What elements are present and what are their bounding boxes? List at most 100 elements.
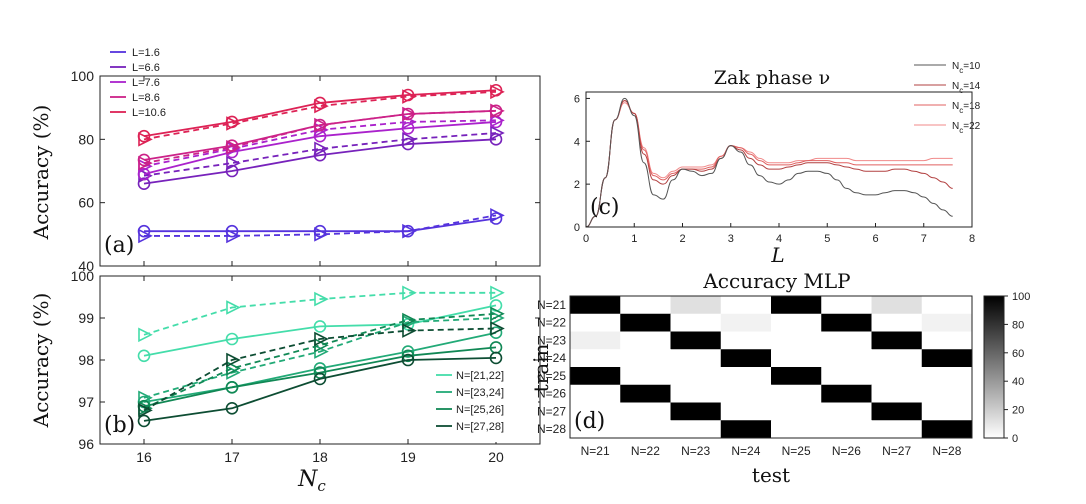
a-series-4-solid-point	[401, 88, 415, 102]
heatmap-cell	[570, 313, 621, 332]
heatmap-cell	[821, 296, 872, 315]
b-xtick-label: 16	[136, 449, 152, 465]
a-series-4-dashed-line	[143, 90, 497, 141]
heatmap-col-label: N=21	[581, 444, 610, 458]
b-xtick-label: 17	[224, 449, 240, 465]
panel-b-ylabel: Accuracy (%)	[29, 293, 53, 429]
a-series-3-solid-point	[225, 139, 239, 152]
heatmap-cell	[821, 384, 872, 403]
c-xtick-label: 7	[921, 233, 927, 245]
panel-d-chart: Accuracy MLP N=21 N=22 N=23 N=24 N=25 N=26 N=2…	[529, 269, 1030, 487]
heatmap-cell	[570, 367, 621, 386]
b-series-1-solid-line	[143, 331, 497, 403]
panel-a-label: (a)	[104, 233, 134, 258]
c-xtick-label: 6	[872, 233, 878, 245]
c-series-line	[585, 97, 953, 228]
heatmap-cell	[921, 367, 973, 386]
b-series-0-dashed-point	[314, 291, 329, 307]
colorbar-tick-label: 60	[1012, 348, 1024, 360]
colorbar	[983, 295, 1005, 439]
a-series-0-dashed-point	[138, 228, 153, 244]
c-ytick-label: 4	[574, 136, 580, 148]
a-series-1-solid-point	[137, 177, 151, 190]
heatmap-cell	[620, 313, 671, 332]
c-xtick-label: 2	[679, 233, 685, 245]
heatmap-cell	[871, 420, 923, 439]
b-legend-bg	[430, 366, 538, 442]
b-series-2-dashed-point	[226, 361, 241, 376]
legend-label: L=10.6	[132, 107, 166, 119]
b-series-0-dashed-line	[143, 291, 496, 336]
a-series-0-dashed-point	[226, 228, 241, 244]
a-ytick-label: 100	[71, 68, 95, 84]
heatmap-row-label: N=25	[537, 369, 566, 383]
a-series-1-dashed-point	[402, 132, 417, 147]
a-ytick-label: 60	[78, 195, 94, 211]
panel-d-frame	[569, 295, 973, 439]
a-series-1-solid-point	[489, 133, 503, 146]
b-series-3-dashed-point	[226, 352, 241, 368]
c-legend-label: Nc=18	[952, 101, 981, 115]
panel-d-label: (d)	[574, 409, 605, 434]
a-series-3-solid-point	[401, 107, 415, 121]
heatmap-cell	[570, 349, 621, 368]
b-xtick-label: 18	[312, 449, 328, 465]
c-ytick-label: 6	[574, 93, 580, 105]
heatmap-cell	[871, 331, 923, 350]
heatmap-cell	[720, 349, 772, 368]
heatmap-cell	[921, 402, 973, 421]
b-series-3-solid-point	[313, 372, 327, 386]
a-series-1-solid-point	[401, 137, 415, 151]
heatmap-cell	[720, 367, 772, 386]
heatmap-cell	[821, 420, 872, 439]
heatmap-cell	[771, 296, 822, 315]
heatmap-row-label: N=21	[537, 298, 566, 312]
heatmap-cell	[670, 296, 722, 315]
heatmap-cell	[871, 313, 923, 332]
a-series-3-solid-point	[137, 153, 151, 167]
b-series-3-dashed-point	[138, 403, 153, 418]
heatmap-cell	[670, 367, 722, 386]
a-series-3-solid-point	[313, 118, 327, 132]
heatmap-col-label: N=26	[832, 444, 861, 458]
b-series-2-dashed-point	[402, 312, 417, 328]
heatmap-row-label: N=27	[537, 404, 566, 418]
heatmap-cell	[620, 331, 671, 350]
b-series-2-dashed-line	[143, 312, 497, 410]
heatmap-cell	[871, 296, 923, 315]
heatmap-cell	[620, 384, 671, 403]
heatmap-cell	[570, 420, 621, 439]
b-series-3-dashed-point	[402, 323, 417, 338]
b-series-3-dashed-point	[314, 331, 329, 347]
colorbar-tick-label: 80	[1012, 319, 1024, 331]
b-series-3-dashed-point	[490, 321, 505, 336]
colorbar-tick-label: 20	[1012, 405, 1024, 417]
panel-c-frame	[585, 91, 973, 228]
panel-b-chart: 96 97 98 99 100 16 17 18 19 20 Accuracy (%) Nc (…	[29, 268, 541, 495]
heatmap-cell	[670, 313, 722, 332]
legend-label: L=7.6	[132, 77, 160, 89]
panel-b-xlabel: Nc	[297, 467, 326, 495]
a-series-0-solid-point	[137, 224, 151, 238]
panel-c-xlabel: L	[770, 243, 784, 267]
heatmap-cell	[670, 384, 722, 403]
b-series-0-solid-point	[137, 349, 151, 363]
heatmap-cell	[720, 296, 772, 315]
c-legend-label: Nc=14	[952, 81, 981, 95]
heatmap-cell	[921, 384, 973, 403]
b-series-2-solid-point	[225, 380, 239, 394]
heatmap-col-label: N=27	[882, 444, 911, 458]
legend-label: N=[25,26]	[456, 404, 504, 416]
c-legend-label: Nc=10	[952, 61, 981, 75]
a-series-1-dashed-line	[143, 132, 497, 177]
heatmap-cell	[771, 420, 822, 439]
a-series-0-solid-point	[225, 224, 239, 238]
heatmap-cell	[821, 349, 872, 368]
heatmap-cell	[821, 313, 872, 332]
b-series-3-solid-line	[143, 357, 497, 422]
c-ytick-label: 0	[574, 222, 580, 234]
heatmap-cell	[771, 331, 822, 350]
b-series-0-dashed-point	[226, 300, 241, 315]
panel-d-title: Accuracy MLP	[702, 269, 850, 293]
